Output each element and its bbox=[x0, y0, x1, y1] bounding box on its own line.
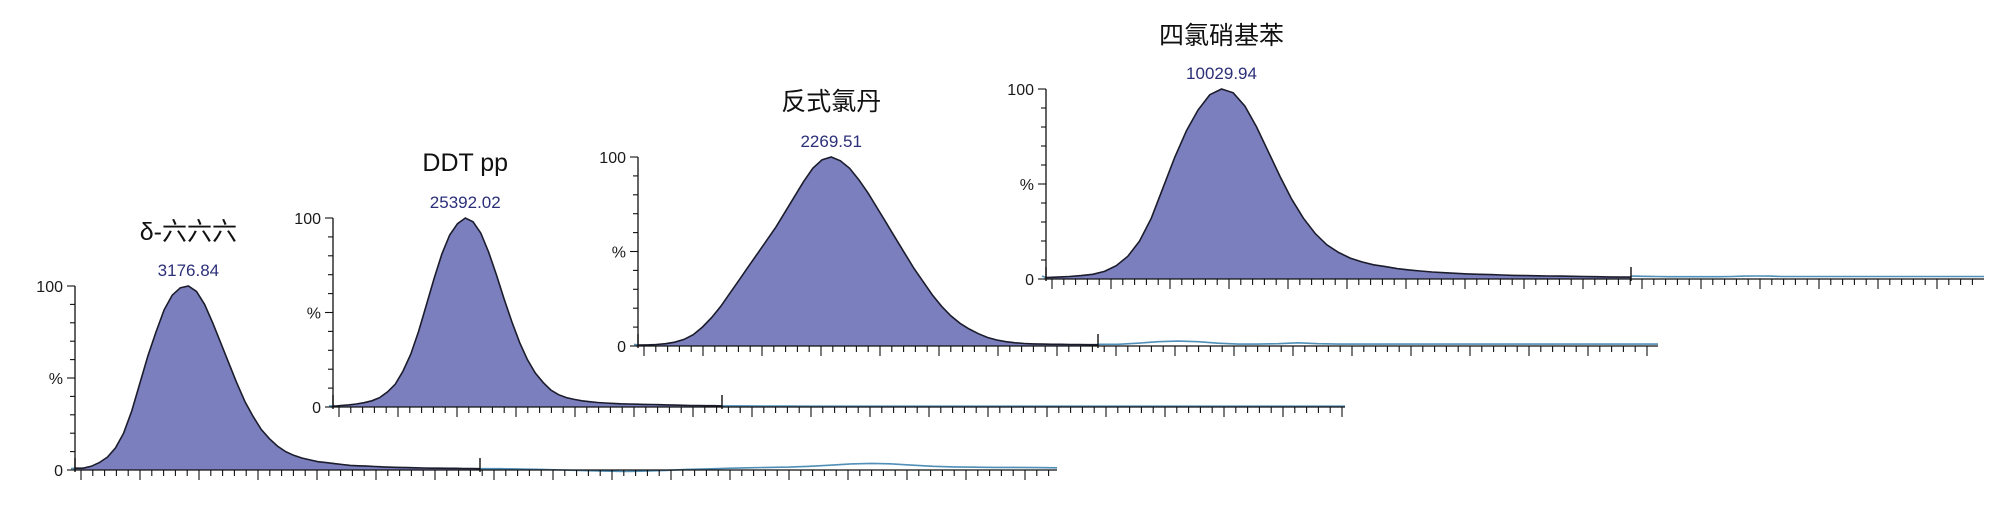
peak-value-label: 3176.84 bbox=[158, 261, 219, 280]
y-tick-label-0: 0 bbox=[1025, 272, 1034, 289]
y-tick-label-0: 0 bbox=[312, 400, 321, 417]
peak-value-label: 2269.51 bbox=[800, 132, 861, 151]
baseline-trace bbox=[1630, 275, 1984, 278]
peak-outline bbox=[75, 285, 481, 470]
y-axis-unit-label: % bbox=[612, 245, 626, 262]
peak-outline bbox=[332, 217, 723, 407]
compound-title: 四氯硝基苯 bbox=[1159, 22, 1284, 50]
y-axis-unit-label: % bbox=[1020, 177, 1034, 194]
y-axis-unit-label: % bbox=[307, 306, 321, 323]
baseline-trace bbox=[1098, 340, 1658, 346]
peak-value-label: 25392.02 bbox=[430, 193, 501, 212]
y-tick-label-100: 100 bbox=[599, 150, 626, 167]
y-tick-label-100: 100 bbox=[36, 279, 63, 296]
peak-value-label: 10029.94 bbox=[1186, 64, 1257, 83]
y-axis-unit-label: % bbox=[49, 371, 63, 388]
y-tick-label-100: 100 bbox=[294, 211, 321, 228]
peak-area bbox=[1046, 89, 1631, 279]
y-tick-label-0: 0 bbox=[617, 339, 626, 356]
y-tick-label-100: 100 bbox=[1007, 82, 1034, 99]
compound-title: 反式氯丹 bbox=[781, 88, 881, 116]
compound-title: DDT pp bbox=[422, 149, 508, 177]
peak-outline bbox=[637, 156, 1098, 346]
peak-outline bbox=[1045, 88, 1631, 279]
peak-area bbox=[638, 157, 1098, 346]
peak-area bbox=[333, 218, 722, 407]
y-tick-label-0: 0 bbox=[54, 463, 63, 480]
chart-panel-tecnazene: 100% 0 10029.94 四氯硝基苯 bbox=[996, 22, 1990, 297]
compound-title: δ-六六六 bbox=[140, 218, 237, 246]
peak-area bbox=[75, 286, 480, 470]
